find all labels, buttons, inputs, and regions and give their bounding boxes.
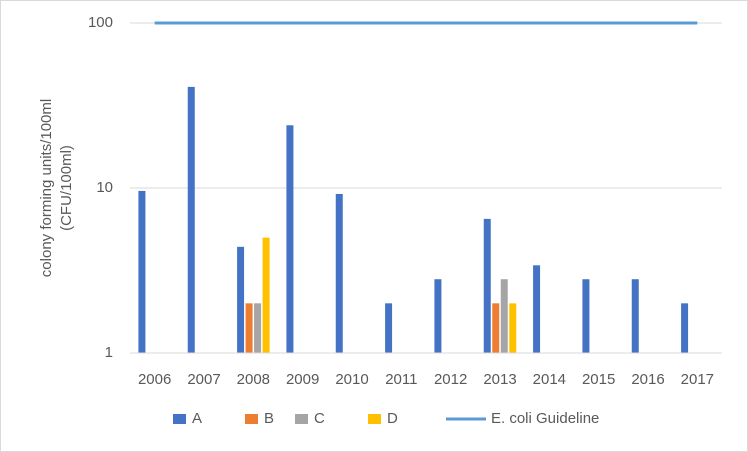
- bar: [533, 265, 541, 353]
- legend-swatch: [295, 414, 308, 424]
- bar: [138, 190, 146, 353]
- bar: [681, 303, 689, 353]
- bar: [483, 218, 491, 353]
- bar: [286, 125, 294, 354]
- legend-label: C: [314, 410, 325, 427]
- x-tick-label: 2009: [286, 371, 319, 388]
- bar: [631, 279, 639, 353]
- y-tick-label: 1: [105, 344, 113, 361]
- x-tick-label: 2008: [237, 371, 270, 388]
- x-tick-label: 2015: [582, 371, 615, 388]
- legend-label: B: [264, 410, 274, 427]
- legend-label: E. coli Guideline: [491, 410, 599, 427]
- bar: [335, 193, 343, 353]
- x-tick-label: 2014: [533, 371, 566, 388]
- x-tick-label: 2016: [631, 371, 664, 388]
- bar: [500, 279, 508, 353]
- y-tick-label: 10: [96, 179, 113, 196]
- x-tick-label: 2012: [434, 371, 467, 388]
- bar: [245, 303, 253, 353]
- x-tick-label: 2010: [335, 371, 368, 388]
- x-tick-label: 2011: [385, 371, 417, 388]
- legend-swatch: [173, 414, 186, 424]
- x-tick-label: 2013: [483, 371, 516, 388]
- bar: [509, 303, 517, 353]
- bar: [385, 303, 393, 353]
- x-tick-label: 2007: [187, 371, 220, 388]
- bar: [262, 237, 270, 353]
- y-axis-title-line: colony forming units/100ml: [38, 99, 55, 277]
- y-tick-label: 100: [88, 14, 113, 31]
- legend-swatch: [245, 414, 258, 424]
- bar: [582, 279, 590, 353]
- bar: [237, 246, 245, 353]
- x-tick-label: 2006: [138, 371, 171, 388]
- bar: [492, 303, 500, 353]
- legend-label: A: [192, 410, 202, 427]
- legend-label: D: [387, 410, 398, 427]
- legend-swatch: [368, 414, 381, 424]
- bar: [434, 279, 442, 353]
- y-axis-title-line: (CFU/100ml): [58, 145, 75, 231]
- bar: [254, 303, 262, 353]
- y-axis-title: colony forming units/100ml (CFU/100ml): [38, 99, 75, 277]
- bar: [187, 86, 195, 354]
- x-tick-label: 2017: [681, 371, 714, 388]
